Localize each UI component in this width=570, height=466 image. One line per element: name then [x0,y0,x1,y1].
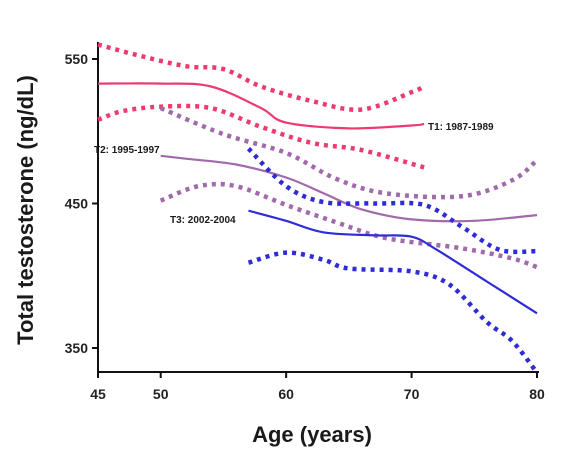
series-1-label: T1: 1987-1989 [428,122,494,133]
series-2-ci-lower [159,181,538,270]
series-3-label: T3: 2002-2004 [170,215,236,226]
y-tick-label: 450 [65,196,89,212]
series-1-mean-line [97,82,425,130]
series-3-ci-lower [247,250,539,374]
x-tick-label: 60 [278,386,294,402]
x-tick-label: 45 [90,386,106,402]
y-axis-title: Total testosterone (ng/dL) [13,75,38,345]
x-axis-title: Age (years) [252,422,372,447]
series-1-ci-lower [97,103,425,170]
series-2-mean-line [160,154,538,223]
x-tick-label: 70 [404,386,420,402]
series-2-label: T2: 1995-1997 [94,145,160,156]
y-tick-label: 350 [65,340,89,356]
x-tick-label: 50 [153,386,169,402]
x-tick-label: 80 [529,386,545,402]
series-3-ci-upper [246,147,538,255]
y-tick-label: 550 [65,51,89,67]
series-3-mean-line [248,209,538,315]
series-1-ci-upper [97,42,426,113]
